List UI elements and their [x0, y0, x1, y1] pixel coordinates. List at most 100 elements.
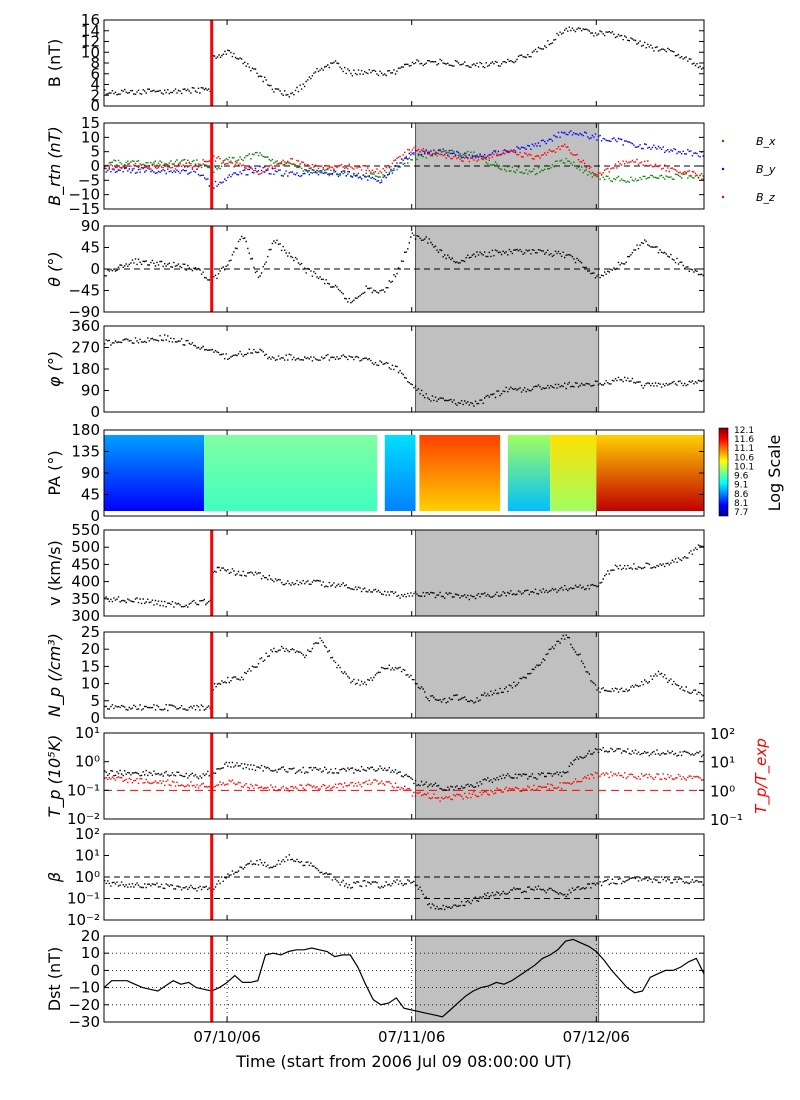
series-line-Dst	[103, 938, 705, 1018]
y-axis-label: T_p (10⁵K)	[45, 735, 65, 818]
y-tick-label: 10⁻¹	[67, 890, 100, 908]
series-points-θ	[104, 232, 704, 304]
heatmap-block	[204, 435, 378, 511]
y-tick-label: 6	[90, 65, 100, 83]
y-tick-label: −15	[68, 200, 100, 218]
y-tick-label: 10¹	[75, 724, 100, 742]
x-axis-label: Time (start from 2006 Jul 09 08:00:00 UT…	[235, 1052, 571, 1071]
legend-label: B_x	[756, 135, 776, 148]
colorbar-tick-label: 12.1	[734, 426, 754, 436]
y-tick-label: 12	[81, 33, 100, 51]
heatmap-block	[507, 435, 551, 511]
y-tick-label: 5	[90, 143, 100, 161]
axes-frame	[103, 529, 705, 617]
y-tick-label: 20	[81, 640, 100, 658]
panel-Tp: 10⁻² 10⁻¹ 10⁰ 10¹ 10⁻¹ 10⁰ 10¹ 10² T_p/T_exp T_p …	[45, 724, 771, 829]
y-tick-label: 0	[90, 260, 100, 278]
y-right-tick-label: 10⁰	[710, 782, 735, 800]
y-tick-label: 0	[90, 97, 100, 115]
shaded-interval	[415, 529, 600, 617]
axes-frame	[103, 935, 705, 1023]
y-tick-label: 0	[90, 709, 100, 727]
colorbar-tick-label: 11.1	[734, 444, 754, 454]
y-tick-label: 45	[81, 239, 100, 257]
y-tick-label: −10	[68, 186, 100, 204]
heatmap-block	[550, 435, 597, 511]
y-tick-label: 0	[90, 507, 100, 525]
series-points-B	[104, 26, 704, 98]
y-axis-label: θ (°)	[45, 251, 64, 286]
y-tick-label: −20	[68, 996, 100, 1014]
y-tick-label: −90	[68, 303, 100, 321]
colorbar-tick-label: 9.6	[734, 472, 749, 482]
colorbar-tick-label: 9.1	[734, 481, 748, 491]
panel-phi: 0 90 180 270 360 φ (°)	[45, 317, 705, 421]
heatmap-block	[419, 435, 501, 511]
y-tick-label: 500	[71, 538, 100, 556]
y-tick-label: 10⁻¹	[67, 781, 100, 799]
y-tick-label: 400	[71, 573, 100, 591]
y-axis-label: N_p (/cm³)	[45, 633, 65, 717]
y-axis-label: φ (°)	[45, 351, 64, 387]
y-tick-label: 135	[71, 443, 100, 461]
y-axis-label: B_rtn (nT)	[45, 126, 65, 205]
shaded-interval	[415, 935, 600, 1023]
y-tick-label: 450	[71, 555, 100, 573]
legend-label: B_z	[756, 191, 775, 204]
y-tick-label: 20	[81, 927, 100, 945]
shaded-interval	[415, 732, 600, 820]
y-right-axis-label: T_p/T_exp	[752, 738, 771, 814]
y-tick-label: 8	[90, 54, 100, 72]
y-axis-label: v (km/s)	[45, 540, 64, 606]
colorbar-tick-label: 11.6	[734, 435, 754, 445]
series-points-T_p	[104, 747, 704, 791]
colorbar-tick-label: 8.1	[734, 499, 748, 509]
panel-PA: 7.78.18.69.19.610.110.611.111.612.1 Log S…	[45, 421, 784, 525]
y-tick-label: 10⁰	[75, 753, 100, 771]
y-tick-label: 0	[90, 961, 100, 979]
y-tick-label: 10	[81, 128, 100, 146]
y-axis-label: Dst (nT)	[45, 947, 64, 1011]
y-tick-label: 5	[90, 692, 100, 710]
y-tick-label: 45	[81, 486, 100, 504]
panel-theta: −90 −45 0 45 90 θ (°)	[45, 217, 705, 321]
y-tick-label: 350	[71, 590, 100, 608]
colorbar	[718, 427, 729, 517]
y-tick-label: 10⁻²	[67, 911, 100, 929]
y-right-tick-label: 10¹	[710, 754, 735, 772]
y-tick-label: 10	[81, 43, 100, 61]
y-tick-label: 360	[71, 317, 100, 335]
x-tick-label: 07/12/06	[563, 1028, 630, 1046]
panel-beta: 10⁻² 10⁻¹ 10⁰ 10¹ 10² β	[45, 825, 705, 929]
x-tick-label: 07/10/06	[193, 1028, 260, 1046]
axes-frame	[103, 19, 705, 107]
y-tick-label: 550	[71, 521, 100, 539]
y-axis-label: PA (°)	[45, 450, 64, 495]
y-tick-label: 16	[81, 11, 100, 29]
y-tick-label: 180	[71, 360, 100, 378]
y-tick-label: 90	[81, 464, 100, 482]
colorbar-tick-label: 10.1	[734, 462, 754, 472]
y-tick-label: 10²	[75, 825, 100, 843]
legend-marker	[721, 139, 725, 143]
y-tick-label: −45	[68, 282, 100, 300]
y-tick-label: 14	[81, 22, 100, 40]
y-tick-label: 10	[81, 944, 100, 962]
y-tick-label: 2	[90, 86, 100, 104]
y-tick-label: 300	[71, 607, 100, 625]
y-tick-label: 15	[81, 657, 100, 675]
legend-marker	[721, 195, 725, 199]
legend-label: B_y	[756, 163, 776, 176]
series-points-Np	[104, 634, 704, 712]
axes-frame	[103, 631, 705, 719]
series-points-v	[104, 544, 704, 608]
y-right-tick-label: 10⁻¹	[710, 811, 743, 829]
y-tick-label: 180	[71, 421, 100, 439]
y-tick-label: 10	[81, 675, 100, 693]
series-points-B_z	[104, 143, 704, 181]
